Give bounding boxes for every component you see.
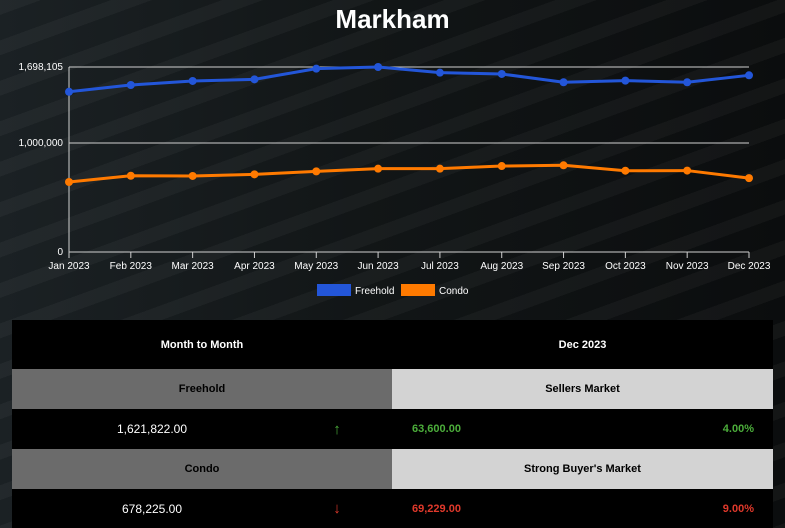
line-chart: 0 1,000,000 1,698,105 Jan 2023 Feb 2023 Mar 2… bbox=[19, 62, 771, 297]
data-point-condo bbox=[65, 178, 73, 187]
condo-percent: 9.00% bbox=[722, 502, 754, 515]
data-point-freehold bbox=[126, 80, 135, 89]
data-point-condo bbox=[126, 171, 135, 180]
data-point-freehold bbox=[621, 76, 630, 85]
x-tick-label: Apr 2023 bbox=[234, 261, 275, 272]
data-point-freehold bbox=[65, 87, 73, 96]
x-tick-label: Feb 2023 bbox=[110, 261, 153, 272]
data-point-condo bbox=[435, 164, 444, 173]
x-tick-label: Aug 2023 bbox=[480, 261, 523, 272]
data-point-condo bbox=[374, 164, 383, 173]
data-point-condo bbox=[497, 162, 506, 171]
data-point-freehold bbox=[188, 76, 197, 85]
y-tick-label: 0 bbox=[57, 247, 63, 258]
x-tick-label: Nov 2023 bbox=[666, 261, 709, 272]
data-point-freehold bbox=[559, 78, 568, 87]
freehold-percent: 4.00% bbox=[722, 423, 754, 435]
data-point-freehold bbox=[374, 63, 383, 71]
condo-market-status: Strong Buyer's Market bbox=[392, 449, 773, 489]
data-point-condo bbox=[250, 170, 259, 179]
y-tick-label: 1,698,105 bbox=[19, 62, 64, 73]
x-tick-label: May 2023 bbox=[294, 261, 338, 272]
data-point-condo bbox=[745, 174, 753, 183]
x-tick-label: Mar 2023 bbox=[172, 261, 215, 272]
market-summary-table: Month to Month Dec 2023 Freehold Sellers… bbox=[12, 320, 773, 528]
x-tick-label: Oct 2023 bbox=[605, 261, 646, 272]
data-point-freehold bbox=[497, 69, 506, 78]
condo-price: 678,225.00 bbox=[121, 501, 183, 516]
legend-label-condo: Condo bbox=[439, 286, 469, 297]
legend-swatch-condo bbox=[401, 284, 435, 296]
data-point-condo bbox=[683, 166, 692, 175]
arrow-down-icon: ↓ bbox=[333, 500, 341, 517]
condo-change: 69,229.00 bbox=[412, 502, 461, 515]
header-month-to-month: Month to Month bbox=[160, 338, 244, 351]
condo-label: Condo bbox=[12, 449, 392, 489]
x-tick-label: Jun 2023 bbox=[358, 261, 400, 272]
freehold-change: 63,600.00 bbox=[412, 423, 461, 435]
data-point-condo bbox=[621, 166, 630, 175]
data-point-freehold bbox=[435, 68, 444, 77]
arrow-up-icon: ↑ bbox=[333, 420, 341, 438]
page-title: Markham bbox=[335, 4, 450, 34]
data-point-freehold bbox=[745, 71, 753, 80]
series-line-freehold bbox=[68, 65, 750, 94]
data-point-condo bbox=[312, 167, 321, 176]
freehold-price: 1,621,822.00 bbox=[116, 422, 188, 436]
series-line-condo bbox=[68, 163, 750, 184]
freehold-market-status: Sellers Market bbox=[392, 369, 773, 409]
x-tick-label: Sep 2023 bbox=[542, 261, 585, 272]
data-point-freehold bbox=[250, 75, 259, 84]
data-point-condo bbox=[188, 171, 197, 180]
data-point-freehold bbox=[683, 78, 692, 87]
data-point-condo bbox=[559, 161, 568, 170]
x-tick-label: Jan 2023 bbox=[48, 261, 90, 272]
data-point-freehold bbox=[312, 64, 321, 73]
legend-swatch-freehold bbox=[317, 284, 351, 296]
freehold-label: Freehold bbox=[12, 369, 392, 409]
x-tick-label: Dec 2023 bbox=[728, 261, 771, 272]
header-period: Dec 2023 bbox=[558, 338, 607, 351]
y-tick-label: 1,000,000 bbox=[19, 138, 64, 149]
legend-label-freehold: Freehold bbox=[355, 286, 394, 297]
x-tick-label: Jul 2023 bbox=[421, 261, 459, 272]
